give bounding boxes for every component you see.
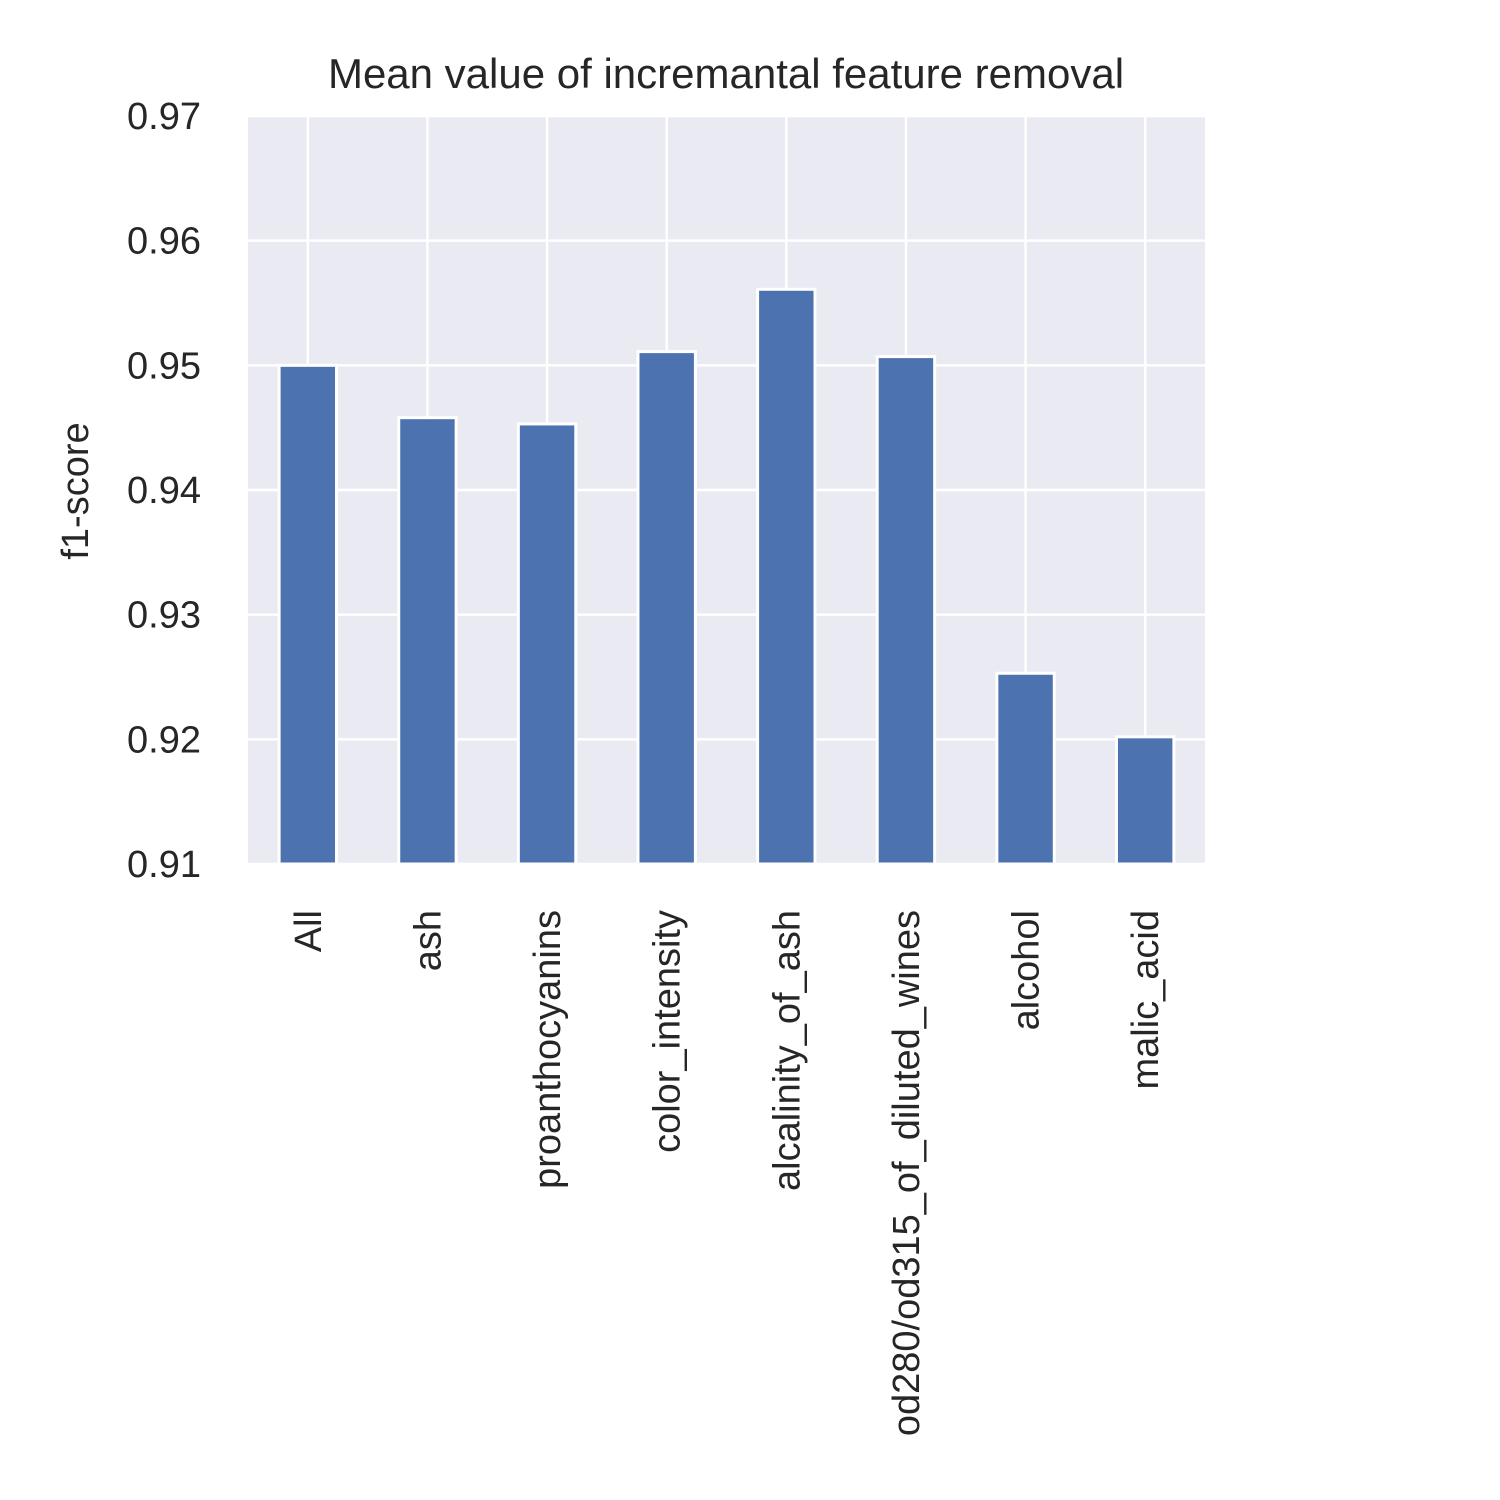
bar-malic-acid [1114, 735, 1176, 866]
x-tick-label: alcohol [1006, 910, 1048, 1030]
bar-alcohol [995, 671, 1056, 866]
y-tick-label: 0.93 [127, 595, 201, 637]
y-tick-label: 0.91 [127, 844, 201, 886]
x-tick-label: od280/od315_of_diluted_wines [886, 910, 928, 1436]
bar-proanthocyanins [516, 422, 578, 866]
x-tick-label: alcalinity_of_ash [766, 910, 808, 1191]
y-tick-label: 0.92 [127, 719, 201, 761]
x-tick-label: ash [407, 910, 449, 971]
bar-all [277, 363, 339, 866]
x-tick-label: color_intensity [647, 910, 689, 1153]
y-axis-label: f1-score [55, 422, 97, 559]
x-axis-ticks: All ash proanthocyanins color_intensity alca… [288, 910, 1167, 1436]
y-tick-label: 0.96 [127, 221, 201, 263]
x-tick-label: proanthocyanins [527, 910, 569, 1189]
y-axis-ticks: 0.91 0.92 0.93 0.94 0.95 0.96 0.97 [127, 96, 201, 886]
bars [277, 287, 1176, 866]
bar-alcalinity-of-ash [756, 287, 817, 866]
y-tick-label: 0.94 [127, 470, 201, 512]
y-tick-label: 0.97 [127, 96, 201, 138]
bar-ash [397, 416, 458, 866]
x-tick-label: malic_acid [1125, 910, 1167, 1090]
chart-title: Mean value of incremantal feature remova… [328, 50, 1124, 97]
x-tick-label: All [288, 910, 330, 952]
bar-od280-od315-of-diluted-wines [875, 355, 937, 866]
bar-color-intensity [636, 350, 697, 866]
y-tick-label: 0.95 [127, 345, 201, 387]
